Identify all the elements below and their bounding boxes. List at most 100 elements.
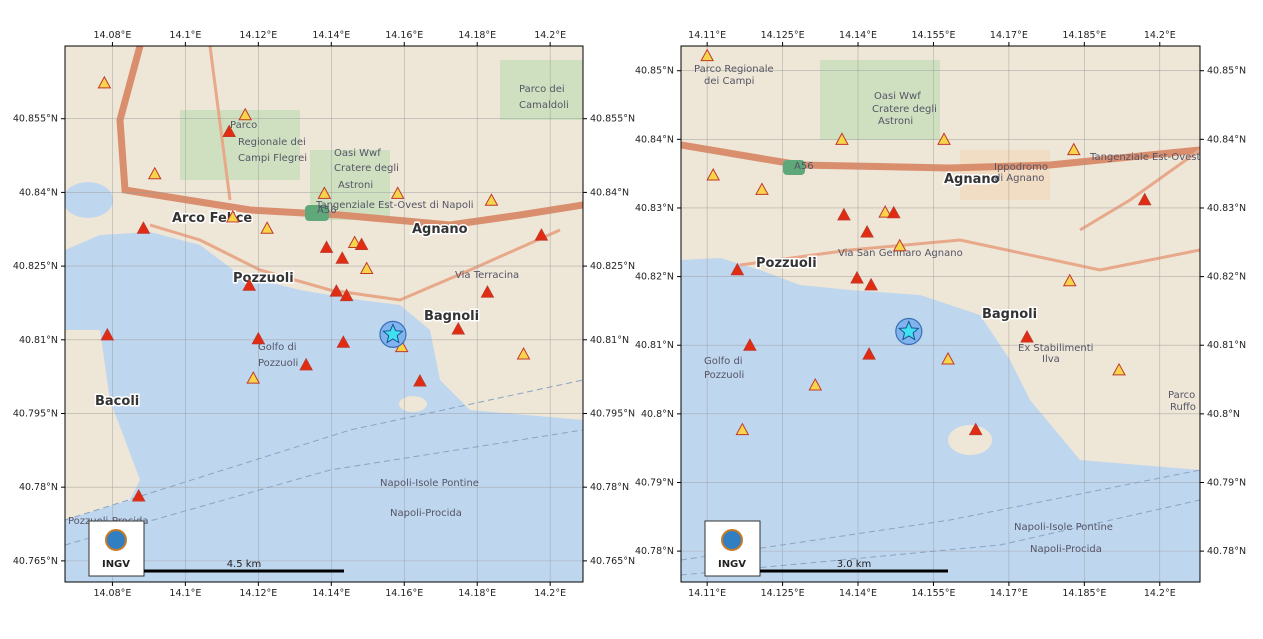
x-tick-label: 14.185°E: [1062, 588, 1106, 599]
place-label: Ex Stabilimenti: [1018, 343, 1093, 354]
y-tick-label: 40.81°N: [19, 335, 58, 346]
x-tick-label: 14.155°E: [911, 30, 955, 41]
x-tick-label: 14.11°E: [688, 30, 726, 41]
x-tick-label: 14.18°E: [458, 30, 496, 41]
y-tick-label: 40.795°N: [590, 408, 635, 419]
place-label: Parco: [230, 120, 257, 131]
event-marker: [451, 321, 466, 335]
event-marker: [1020, 329, 1034, 343]
x-tick-label: 14.1°E: [169, 30, 201, 41]
x-tick-label: 14.12°E: [239, 30, 277, 41]
event-marker: [937, 132, 951, 145]
event-marker: [335, 251, 350, 264]
x-tick-label: 14.2°E: [534, 30, 566, 41]
scale-label: 4.5 km: [227, 559, 262, 570]
x-tick-label: 14.125°E: [761, 30, 805, 41]
basemap: [681, 46, 1200, 582]
event-marker: [837, 207, 851, 221]
event-marker: [238, 107, 253, 121]
x-tick-label: 14.2°E: [1144, 30, 1176, 41]
logo-text: INGV: [718, 559, 746, 570]
y-tick-label: 40.79°N: [635, 477, 674, 488]
y-tick-label: 40.8°N: [641, 409, 674, 420]
y-tick-label: 40.83°N: [1207, 203, 1246, 214]
event-marker: [730, 262, 745, 276]
y-tick-label: 40.84°N: [19, 187, 58, 198]
event-marker: [706, 167, 721, 181]
x-tick-label: 14.14°E: [312, 30, 350, 41]
y-tick-label: 40.83°N: [635, 203, 674, 214]
event-marker: [862, 347, 876, 360]
event-marker: [299, 357, 313, 371]
x-tick-label: 14.17°E: [990, 588, 1028, 599]
event-marker: [413, 374, 427, 387]
y-tick-label: 40.825°N: [590, 261, 635, 272]
event-marker: [246, 371, 261, 384]
x-tick-label: 14.12°E: [239, 588, 277, 599]
place-label: Bagnoli: [424, 309, 479, 324]
event-marker: [242, 278, 257, 291]
event-marker: [743, 338, 757, 351]
place-label: Cratere degli: [872, 104, 937, 115]
x-tick-label: 14.08°E: [93, 30, 131, 41]
y-tick-label: 40.78°N: [19, 482, 58, 493]
event-marker: [886, 205, 901, 219]
event-marker: [1137, 192, 1152, 206]
place-label: di Agnano: [994, 173, 1044, 184]
place-label: Agnano: [944, 172, 1000, 187]
logo-text: INGV: [102, 559, 130, 570]
event-marker: [534, 228, 549, 241]
x-tick-label: 14.11°E: [688, 588, 726, 599]
place-label: Napoli-Procida: [1030, 544, 1102, 555]
y-tick-label: 40.85°N: [1207, 66, 1246, 77]
place-label: Tangenziale Est-Ovest di Napoli: [315, 200, 474, 211]
scale-label: 3.0 km: [837, 559, 872, 570]
event-marker: [354, 237, 369, 250]
epicenter-star: [898, 320, 920, 341]
place-label: Golfo di: [704, 356, 743, 367]
x-tick-label: 14.14°E: [839, 30, 877, 41]
place-label: Parco dei: [519, 84, 565, 95]
place-label: Camaldoli: [519, 100, 569, 111]
y-tick-label: 40.825°N: [13, 261, 58, 272]
y-tick-label: 40.82°N: [635, 272, 674, 283]
place-label: Ruffo: [1170, 402, 1196, 413]
logo-globe: [721, 529, 743, 551]
event-marker: [1066, 142, 1081, 156]
x-tick-label: 14.125°E: [761, 588, 805, 599]
place-label: A56: [317, 205, 337, 216]
event-marker: [484, 193, 499, 206]
event-marker: [131, 488, 146, 502]
map-layer: Arco Felice Pozzuoli Agnano Bagnoli Bacoli Go…: [65, 46, 583, 582]
y-tick-label: 40.78°N: [590, 482, 629, 493]
event-marker: [941, 351, 955, 365]
epicenter-star: [382, 323, 404, 344]
place-label: Astroni: [878, 116, 913, 127]
x-tick-label: 14.2°E: [1144, 588, 1176, 599]
y-tick-label: 40.8°N: [1207, 409, 1240, 420]
x-tick-label: 14.185°E: [1062, 30, 1106, 41]
event-marker: [1062, 273, 1077, 287]
y-tick-label: 40.855°N: [590, 114, 635, 125]
y-tick-label: 40.81°N: [1207, 340, 1246, 351]
event-marker: [390, 186, 405, 199]
event-marker: [1112, 362, 1126, 376]
event-marker: [755, 182, 769, 195]
place-label: Via Terracina: [455, 270, 519, 281]
place-label: Pozzuoli: [704, 370, 744, 381]
event-marker: [222, 124, 236, 137]
event-marker: [225, 209, 240, 223]
y-tick-label: 40.79°N: [1207, 477, 1246, 488]
x-tick-label: 14.1°E: [169, 588, 201, 599]
x-tick-label: 14.14°E: [839, 588, 877, 599]
event-marker: [735, 422, 750, 436]
place-label: Campi Flegrei: [238, 153, 307, 164]
event-marker: [97, 75, 112, 89]
map-layer: Pozzuoli Agnano Bagnoli Golfo di Pozzuoli Oas…: [681, 46, 1200, 582]
y-tick-label: 40.81°N: [590, 335, 629, 346]
x-tick-label: 14.2°E: [534, 588, 566, 599]
place-label: Pozzuoli: [258, 358, 298, 369]
event-marker: [864, 277, 878, 291]
event-marker: [892, 238, 907, 252]
